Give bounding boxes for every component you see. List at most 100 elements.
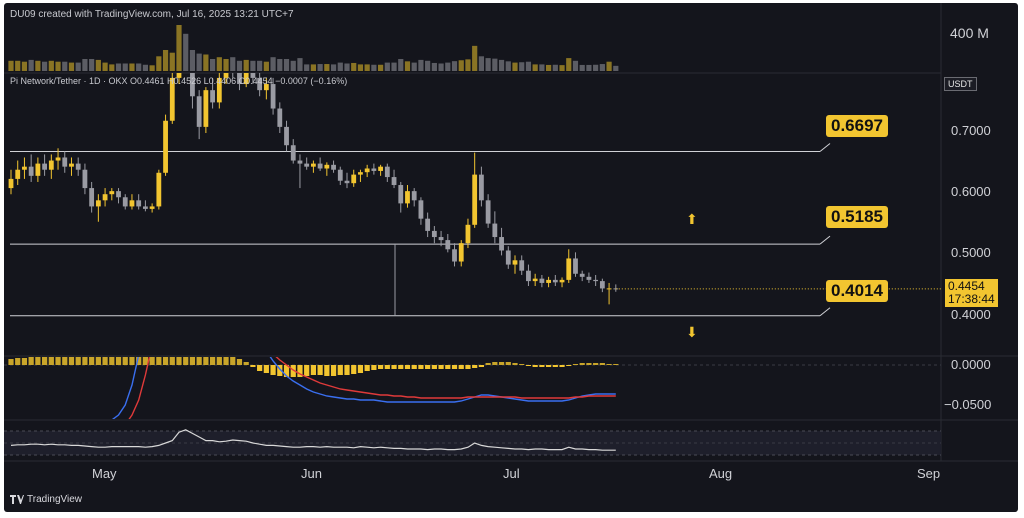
volume-bar	[552, 64, 558, 71]
volume-bar	[156, 56, 162, 71]
candle-body	[539, 278, 545, 283]
macd-histogram-bar	[613, 364, 619, 365]
candle-body	[257, 77, 263, 91]
volume-bar	[586, 64, 592, 71]
candle-body	[311, 163, 316, 167]
macd-histogram-bar	[156, 357, 162, 365]
macd-histogram-bar	[351, 365, 357, 374]
candle-body	[532, 278, 538, 282]
macd-histogram-bar	[532, 365, 538, 367]
macd-histogram-bar	[310, 365, 316, 375]
candle-body	[358, 172, 363, 175]
volume-bar	[236, 60, 243, 71]
macd-histogram-bar	[458, 365, 464, 369]
volume-bar	[176, 25, 182, 71]
macd-histogram-bar	[283, 365, 290, 377]
down-arrow-icon: ⬇	[686, 324, 698, 340]
volume-bar	[344, 63, 350, 71]
volume-bar	[337, 62, 343, 71]
macd-histogram-bar	[566, 365, 572, 366]
macd-histogram-bar	[330, 365, 337, 376]
candle-body	[566, 258, 572, 280]
volume-bar	[364, 64, 370, 71]
volume-bar	[102, 62, 108, 71]
symbol-info-line[interactable]: Pi Network/Tether · 1D · OKX O0.4461 H0.…	[10, 76, 348, 86]
volume-bar	[572, 60, 579, 71]
candle-body	[593, 279, 599, 282]
candle-body	[243, 73, 249, 85]
macd-histogram-bar	[593, 363, 599, 365]
volume-bar	[35, 60, 41, 71]
candle-body	[405, 191, 410, 204]
volume-bar	[223, 59, 229, 71]
macd-histogram-bar	[384, 365, 390, 369]
volume-bar	[425, 60, 431, 71]
volume-bar	[478, 56, 484, 71]
candle-body	[398, 185, 404, 204]
candle-body	[499, 237, 504, 251]
macd-histogram-bar	[162, 357, 169, 365]
volume-bar	[263, 61, 269, 71]
volume-bar	[492, 58, 498, 71]
candle-body	[163, 120, 168, 173]
macd-histogram-bar	[136, 357, 142, 365]
volume-bar	[189, 50, 196, 71]
macd-histogram-bar	[512, 363, 518, 365]
candle-body	[284, 126, 289, 146]
candle-body	[290, 145, 296, 161]
volume-bar	[109, 64, 115, 71]
candle-body	[28, 166, 34, 176]
volume-bar	[371, 64, 377, 71]
macd-histogram-bar	[546, 365, 552, 367]
candle-body	[216, 77, 222, 103]
bar-countdown: 17:38:44	[948, 292, 995, 306]
candle-body	[579, 273, 585, 277]
volume-bar	[465, 59, 471, 71]
candle-body	[324, 164, 330, 169]
volume-bar	[593, 64, 599, 71]
volume-bar	[122, 63, 128, 71]
volume-bar	[404, 61, 411, 71]
macd-histogram-bar	[485, 363, 491, 365]
macd-histogram-bar	[344, 365, 350, 375]
volume-bar	[498, 59, 505, 71]
candle-body	[505, 250, 511, 265]
volume-bar	[519, 62, 525, 71]
candle-body	[95, 200, 101, 207]
volume-bar	[8, 60, 14, 71]
level-label-resistance: 0.6697	[826, 115, 888, 137]
candle-body	[371, 168, 377, 171]
volume-bar	[304, 64, 310, 71]
candle-body	[492, 223, 498, 238]
candle-body	[263, 84, 269, 91]
volume-bar	[613, 65, 619, 71]
volume-bar	[317, 64, 323, 71]
macd-histogram-bar	[257, 365, 263, 371]
candle-body	[304, 163, 310, 167]
volume-bar	[512, 62, 518, 71]
macd-histogram-bar	[48, 357, 54, 365]
macd-histogram-bar	[465, 365, 471, 369]
candle-body	[69, 163, 74, 167]
tradingview-brand[interactable]: TradingView	[10, 494, 82, 505]
candle-body	[109, 191, 115, 195]
macd-histogram-bar	[62, 357, 68, 365]
volume-bar	[351, 62, 357, 71]
macd-histogram-bar	[337, 365, 343, 375]
candle-body	[196, 96, 202, 127]
currency-unit-badge[interactable]: USDT	[944, 77, 977, 91]
candle-body	[75, 163, 81, 170]
macd-histogram-bar	[216, 357, 222, 365]
volume-bar	[75, 62, 81, 71]
candle-body	[237, 73, 242, 85]
macd-histogram-bar	[210, 357, 216, 365]
macd-histogram-bar	[411, 365, 417, 369]
level-line-resistance-leader	[819, 143, 831, 152]
candle-body	[15, 169, 21, 179]
macd-histogram-bar	[176, 357, 182, 365]
macd-line	[111, 357, 616, 419]
macd-histogram-bar	[304, 365, 310, 376]
volume-bar	[458, 60, 464, 71]
candle-body	[573, 258, 578, 274]
volume-bar	[42, 61, 48, 71]
